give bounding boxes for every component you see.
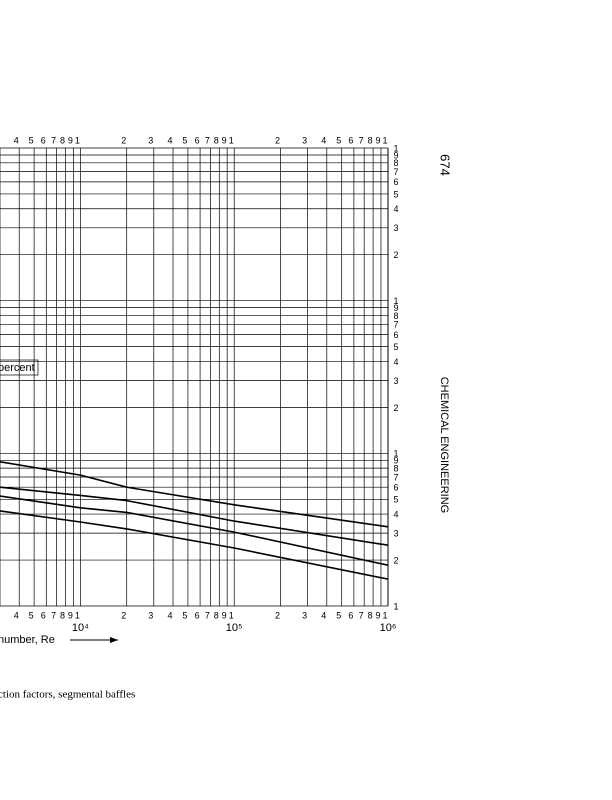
data-line [0,495,389,566]
x-tick-label: 5 [29,135,34,145]
y-tick-label: 3 [393,223,398,233]
x-decade-label: 10⁶ [380,622,397,634]
x-tick-label: 3 [148,135,153,145]
x-tick-label: 9 [222,610,227,620]
y-tick-label: 5 [393,342,398,352]
x-tick-label: 8 [368,135,373,145]
y-tick-label: 5 [393,189,398,199]
x-tick-label: 4 [321,610,326,620]
x-tick-label: 3 [148,610,153,620]
y-tick-label: 5 [393,495,398,505]
x-tick-label: 8 [214,610,219,620]
x-tick-label: 4 [167,135,172,145]
y-tick-label: 3 [393,376,398,386]
x-tick-label: 3 [302,610,307,620]
x-tick-label: 9 [68,135,73,145]
y-tick-label: 3 [393,529,398,539]
y-tick-label: 2 [393,555,398,565]
data-line [0,510,389,580]
x-tick-label: 7 [51,135,56,145]
x-tick-label: 7 [205,135,210,145]
page-number: 674 [438,154,453,176]
y-tick-label: 6 [393,177,398,187]
annotation: percent [0,362,35,374]
x-tick-label: 9 [375,610,380,620]
y-tick-label: 8 [393,464,398,474]
y-tick-label: 9 [393,456,398,466]
y-tick-label: 6 [393,483,398,493]
y-tick-label: 4 [393,509,398,519]
y-tick-label: 9 [393,150,398,160]
x-tick-label: 9 [222,135,227,145]
x-decade-label: 10⁵ [226,622,243,634]
x-tick-label: 4 [321,135,326,145]
x-tick-label: 5 [182,610,187,620]
x-tick-label: 7 [51,610,56,620]
x-tick-label: 6 [195,610,200,620]
y-tick-label: 7 [393,167,398,177]
x-axis-label: number, Re [0,634,55,646]
x-tick-label: 2 [121,135,126,145]
x-tick-label: 2 [275,610,280,620]
y-tick-label: 7 [393,472,398,482]
x-tick-label: 6 [41,610,46,620]
y-tick-label: 2 [393,403,398,413]
x-tick-label: 6 [41,135,46,145]
x-tick-label: 9 [375,135,380,145]
x-tick-label: 4 [14,135,19,145]
x-tick-label: 6 [195,135,200,145]
x-tick-label: 1 [229,135,234,145]
x-tick-label: 1 [382,135,387,145]
x-tick-label: 8 [214,135,219,145]
y-tick-label: 4 [393,357,398,367]
x-tick-label: 3 [302,135,307,145]
x-tick-label: 5 [29,610,34,620]
y-tick-label: 8 [393,158,398,168]
x-tick-label: 6 [348,610,353,620]
y-tick-label: 2 [393,250,398,260]
x-tick-label: 5 [336,610,341,620]
y-tick-label: 1 [393,296,398,306]
y-tick-label: 6 [393,330,398,340]
y-tick-label: 1 [393,601,398,611]
x-tick-label: 8 [60,610,65,620]
x-tick-label: 7 [359,135,364,145]
x-tick-label: 6 [348,135,353,145]
x-tick-label: 5 [336,135,341,145]
x-tick-label: 8 [60,135,65,145]
x-tick-label: 2 [275,135,280,145]
x-tick-label: 4 [167,610,172,620]
y-tick-label: 7 [393,320,398,330]
y-tick-label: 1 [393,143,398,153]
x-tick-label: 2 [121,610,126,620]
x-tick-label: 9 [68,610,73,620]
x-tick-label: 8 [368,610,373,620]
y-tick-label: 8 [393,311,398,321]
x-tick-label: 4 [14,610,19,620]
x-tick-label: 1 [75,610,80,620]
y-tick-label: 4 [393,204,398,214]
x-tick-label: 5 [182,135,187,145]
caption: ction factors, segmental baffles [0,689,135,701]
data-line [0,486,389,546]
y-tick-label: 9 [393,303,398,313]
x-tick-label: 7 [205,610,210,620]
x-tick-label: 1 [382,610,387,620]
x-tick-label: 1 [75,135,80,145]
x-decade-label: 10⁴ [72,622,89,634]
arrow-head [110,637,118,643]
y-tick-label: 1 [393,449,398,459]
x-tick-label: 7 [359,610,364,620]
data-line [0,461,389,528]
x-tick-label: 1 [229,610,234,620]
running-head: CHEMICAL ENGINEERING [438,377,450,514]
